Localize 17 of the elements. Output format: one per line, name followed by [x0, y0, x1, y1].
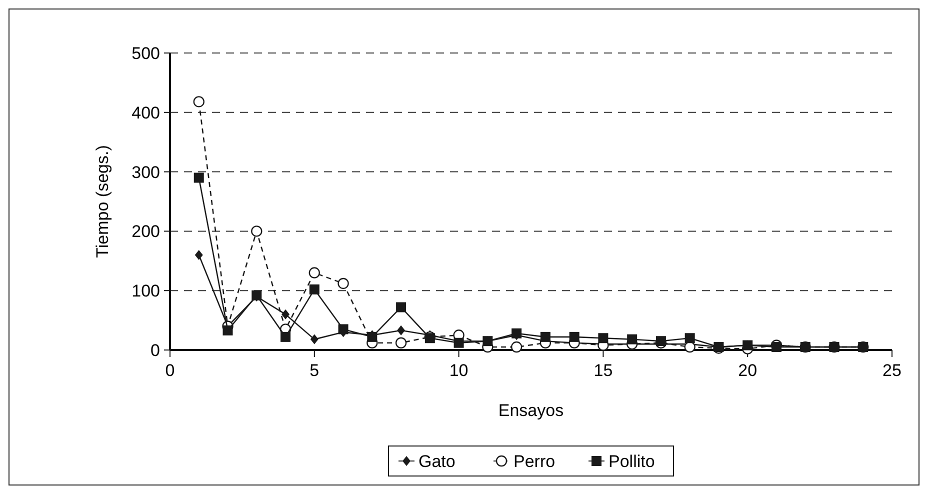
- x-axis-title: Ensayos: [498, 401, 564, 420]
- x-tick-label: 5: [310, 361, 320, 380]
- legend-label: Gato: [418, 452, 456, 471]
- x-tick-label: 15: [594, 361, 613, 380]
- y-tick-label: 200: [132, 222, 160, 242]
- y-tick-label: 100: [132, 282, 160, 301]
- x-tick-label: 20: [738, 361, 758, 380]
- legend-label: Perro: [514, 452, 556, 471]
- x-tick-label: 0: [165, 361, 175, 380]
- y-tick-label: 400: [132, 103, 160, 122]
- y-axis-title: Tiempo (segs.): [93, 145, 112, 258]
- y-tick-label: 0: [150, 340, 160, 360]
- y-tick-label: 300: [132, 162, 160, 182]
- y-tick-label: 500: [132, 44, 160, 63]
- x-tick-label: 25: [882, 361, 902, 380]
- x-tick-label: 10: [449, 361, 468, 380]
- legend-label: Pollito: [608, 452, 655, 471]
